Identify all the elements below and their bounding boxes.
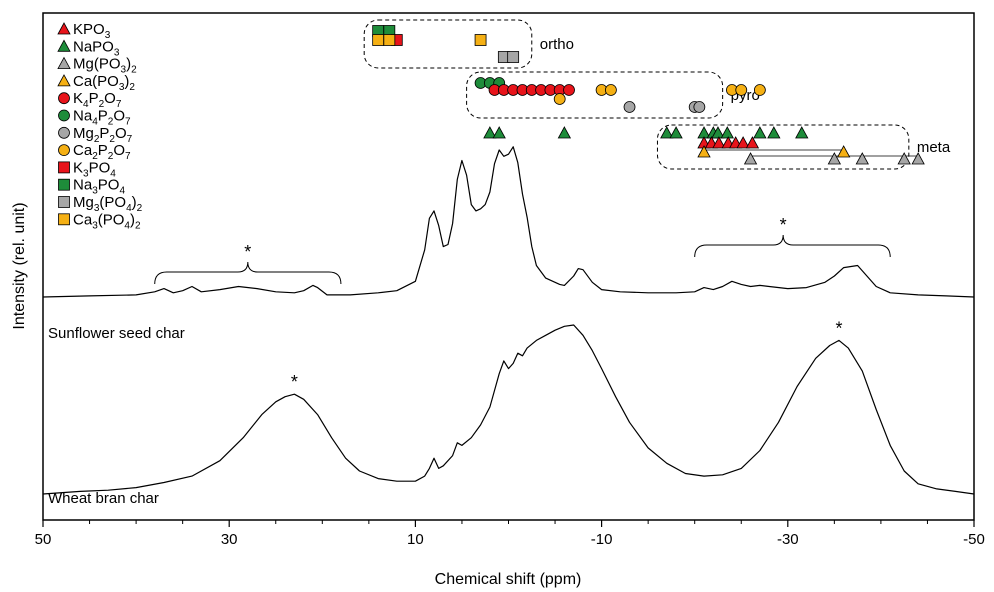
legend-marker: [58, 213, 70, 226]
series-label: Sunflower seed char: [48, 325, 185, 342]
ortho-grey-square-marker: [507, 51, 520, 63]
legend-item: NaPO3: [57, 38, 120, 58]
legend-item: Mg2P2O7: [58, 125, 133, 145]
legend: KPO3NaPO3Mg(PO3)2Ca(PO3)2K4P2O7Na4P2O7Mg…: [57, 21, 143, 231]
legend-item: Ca(PO3)2: [57, 73, 135, 93]
x-tick-label: -50: [963, 531, 985, 548]
spectrum-line: [42, 324, 975, 495]
pyro-orange-circle-marker: [605, 84, 617, 96]
legend-label: Na4P2O7: [73, 108, 131, 128]
x-tick-label: 30: [221, 531, 238, 548]
legend-label: KPO3: [73, 21, 111, 41]
legend-marker: [57, 39, 71, 52]
group-label-meta: meta: [917, 139, 951, 156]
meta-grey-triangle-marker: [743, 152, 758, 165]
meta-red-triangle-marker: [736, 136, 750, 149]
asterisk-annotation: *: [780, 215, 787, 235]
legend-marker: [57, 22, 71, 35]
legend-item: K3PO4: [58, 159, 116, 179]
y-axis-label: Intensity (rel. unit): [11, 202, 28, 329]
legend-label: Na3PO4: [73, 177, 125, 197]
meta-green-triangle-marker: [795, 126, 809, 139]
legend-marker: [58, 92, 70, 105]
asterisk-annotation: *: [244, 242, 251, 262]
legend-label: Ca2P2O7: [73, 142, 131, 162]
meta-green-triangle-marker: [557, 126, 572, 139]
meta-red-triangle-marker: [712, 136, 726, 149]
meta-green-triangle-marker: [767, 126, 781, 139]
bracket: [694, 234, 891, 258]
legend-item: Mg3(PO4)2: [58, 194, 143, 214]
legend-item: Na3PO4: [58, 177, 125, 197]
legend-marker: [57, 56, 71, 69]
ortho-orange-square-marker: [474, 34, 487, 46]
x-tick-label: 50: [35, 531, 52, 548]
x-tick-label: -30: [777, 531, 799, 548]
group-label-ortho: ortho: [540, 36, 574, 53]
x-axis-label: Chemical shift (ppm): [435, 571, 582, 588]
pyro-orange-circle-marker: [735, 84, 748, 96]
legend-item: Ca2P2O7: [58, 142, 131, 162]
group-box-ortho: [363, 19, 533, 69]
meta-grey-triangle-marker: [911, 152, 925, 165]
legend-marker: [58, 178, 70, 191]
meta-grey-triangle-marker: [897, 152, 911, 165]
x-tick-label: -10: [591, 531, 613, 548]
meta-green-triangle-marker: [492, 126, 506, 139]
ortho-orange-square-marker: [372, 34, 385, 46]
asterisk-annotation: *: [291, 372, 298, 392]
series-label: Wheat bran char: [48, 490, 159, 507]
ortho-orange-square-marker: [383, 34, 396, 46]
asterisk-annotation: *: [835, 318, 842, 338]
meta-green-triangle-marker: [720, 126, 734, 139]
legend-marker: [58, 161, 70, 174]
legend-item: Ca3(PO4)2: [58, 211, 141, 231]
meta-orange-triangle-marker: [697, 145, 711, 158]
pyro-grey-circle-marker: [623, 101, 636, 113]
spectrum-line: [42, 146, 975, 298]
meta-green-triangle-marker: [660, 126, 674, 139]
legend-label: K3PO4: [73, 159, 116, 179]
meta-orange-triangle-marker: [836, 145, 851, 158]
legend-marker: [58, 196, 70, 208]
legend-marker: [57, 74, 71, 87]
x-axis-ticks: 50 30 10 -10 -30 -50: [35, 520, 985, 548]
group-box-meta: [656, 124, 910, 170]
meta-grey-triangle-marker: [855, 152, 869, 165]
group-box-pyro: [466, 71, 724, 119]
meta-connector-lines: [704, 149, 919, 157]
spectra: Sunflower seed char Wheat bran char: [42, 146, 975, 507]
x-tick-label: 10: [407, 531, 424, 548]
legend-item: Na4P2O7: [58, 108, 131, 128]
legend-label: Mg2P2O7: [73, 125, 133, 145]
meta-green-triangle-marker: [669, 126, 683, 139]
legend-label: Mg3(PO4)2: [73, 194, 143, 214]
pyro-grey-circle-marker: [693, 101, 706, 113]
legend-marker: [58, 144, 70, 157]
pyro-orange-circle-marker: [553, 93, 566, 105]
legend-marker: [58, 126, 70, 139]
legend-item: Mg(PO3)2: [57, 56, 137, 76]
legend-label: K4P2O7: [73, 90, 122, 110]
legend-label: NaPO3: [73, 38, 120, 58]
reference-markers: [372, 25, 925, 165]
legend-label: Mg(PO3)2: [73, 56, 137, 76]
bracket: [154, 261, 342, 285]
legend-marker: [58, 109, 70, 122]
legend-item: K4P2O7: [58, 90, 122, 110]
annotations: * * * *: [154, 215, 891, 392]
legend-item: KPO3: [57, 21, 111, 41]
legend-label: Ca3(PO4)2: [73, 211, 141, 231]
legend-label: Ca(PO3)2: [73, 73, 135, 93]
pyro-orange-circle-marker: [753, 84, 766, 96]
meta-red-triangle-marker: [745, 136, 760, 149]
meta-green-triangle-marker: [753, 126, 767, 139]
pyro-red-circle-marker: [563, 84, 575, 96]
meta-green-triangle-marker: [483, 126, 497, 139]
meta-grey-triangle-marker: [827, 152, 842, 165]
